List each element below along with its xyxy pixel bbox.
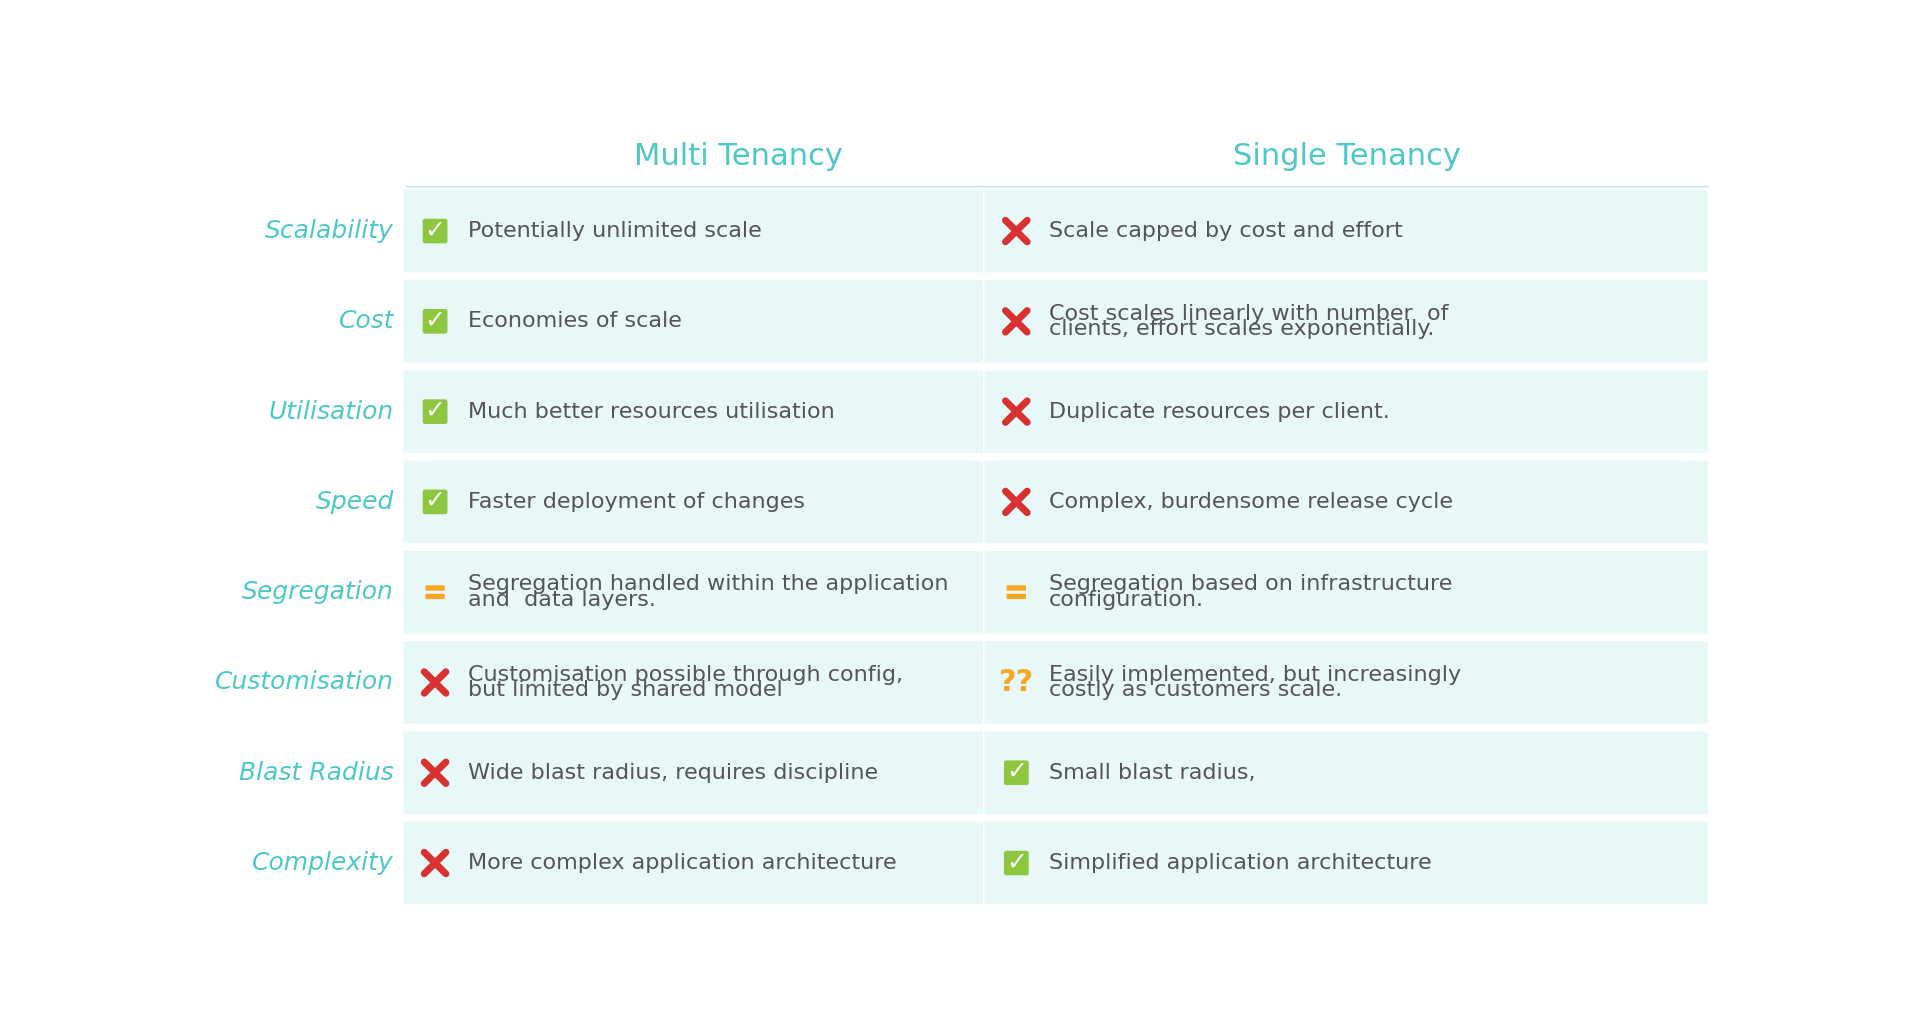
FancyBboxPatch shape [424, 594, 445, 599]
FancyBboxPatch shape [403, 370, 983, 453]
FancyBboxPatch shape [423, 399, 447, 424]
Text: Scale capped by cost and effort: Scale capped by cost and effort [1050, 221, 1403, 241]
FancyBboxPatch shape [1006, 594, 1027, 599]
Text: Segregation: Segregation [243, 580, 394, 604]
FancyBboxPatch shape [1004, 851, 1029, 875]
FancyBboxPatch shape [403, 190, 983, 272]
Text: ✓: ✓ [1006, 851, 1027, 874]
FancyBboxPatch shape [985, 190, 1707, 272]
Text: and  data layers.: and data layers. [468, 589, 656, 610]
Text: Cost: Cost [338, 310, 394, 334]
Text: costly as customers scale.: costly as customers scale. [1050, 681, 1342, 700]
Text: More complex application architecture: More complex application architecture [468, 853, 897, 873]
Text: ✓: ✓ [424, 219, 445, 242]
FancyBboxPatch shape [985, 822, 1707, 904]
FancyBboxPatch shape [985, 461, 1707, 543]
Text: Scalability: Scalability [266, 219, 394, 243]
Text: Utilisation: Utilisation [270, 400, 394, 424]
Text: Complexity: Complexity [252, 851, 394, 875]
Text: Customisation: Customisation [214, 670, 394, 694]
FancyBboxPatch shape [985, 370, 1707, 453]
Text: ✓: ✓ [424, 399, 445, 423]
Text: configuration.: configuration. [1050, 589, 1205, 610]
Text: but limited by shared model: but limited by shared model [468, 681, 782, 700]
Text: Much better resources utilisation: Much better resources utilisation [468, 402, 834, 422]
FancyBboxPatch shape [423, 219, 447, 243]
FancyBboxPatch shape [985, 641, 1707, 724]
Text: Customisation possible through config,: Customisation possible through config, [468, 665, 902, 685]
Text: Faster deployment of changes: Faster deployment of changes [468, 492, 805, 512]
FancyBboxPatch shape [985, 551, 1707, 633]
FancyBboxPatch shape [1006, 585, 1027, 591]
Text: clients, effort scales exponentially.: clients, effort scales exponentially. [1050, 319, 1434, 339]
Text: ??: ?? [998, 668, 1034, 697]
Text: Cost scales linearly with number  of: Cost scales linearly with number of [1050, 304, 1449, 323]
Text: Complex, burdensome release cycle: Complex, burdensome release cycle [1050, 492, 1453, 512]
FancyBboxPatch shape [403, 551, 983, 633]
Text: Segregation based on infrastructure: Segregation based on infrastructure [1050, 575, 1453, 595]
FancyBboxPatch shape [424, 585, 445, 591]
FancyBboxPatch shape [423, 309, 447, 334]
Text: Speed: Speed [315, 490, 394, 514]
Text: ✓: ✓ [424, 309, 445, 333]
FancyBboxPatch shape [403, 461, 983, 543]
Text: Potentially unlimited scale: Potentially unlimited scale [468, 221, 761, 241]
FancyBboxPatch shape [403, 641, 983, 724]
FancyBboxPatch shape [1004, 760, 1029, 785]
Text: Economies of scale: Economies of scale [468, 312, 681, 332]
Text: ✓: ✓ [424, 489, 445, 513]
FancyBboxPatch shape [403, 822, 983, 904]
Text: Simplified application architecture: Simplified application architecture [1050, 853, 1432, 873]
Text: Multi Tenancy: Multi Tenancy [635, 142, 843, 171]
FancyBboxPatch shape [403, 731, 983, 814]
Text: Duplicate resources per client.: Duplicate resources per client. [1050, 402, 1390, 422]
FancyBboxPatch shape [403, 280, 983, 363]
Text: Single Tenancy: Single Tenancy [1233, 142, 1461, 171]
FancyBboxPatch shape [985, 731, 1707, 814]
FancyBboxPatch shape [985, 280, 1707, 363]
Text: Blast Radius: Blast Radius [239, 760, 394, 784]
Text: Small blast radius,: Small blast radius, [1050, 762, 1256, 783]
Text: Wide blast radius, requires discipline: Wide blast radius, requires discipline [468, 762, 878, 783]
Text: Easily implemented, but increasingly: Easily implemented, but increasingly [1050, 665, 1461, 685]
Text: ✓: ✓ [1006, 760, 1027, 784]
FancyBboxPatch shape [423, 490, 447, 514]
Text: Segregation handled within the application: Segregation handled within the applicati… [468, 575, 948, 595]
